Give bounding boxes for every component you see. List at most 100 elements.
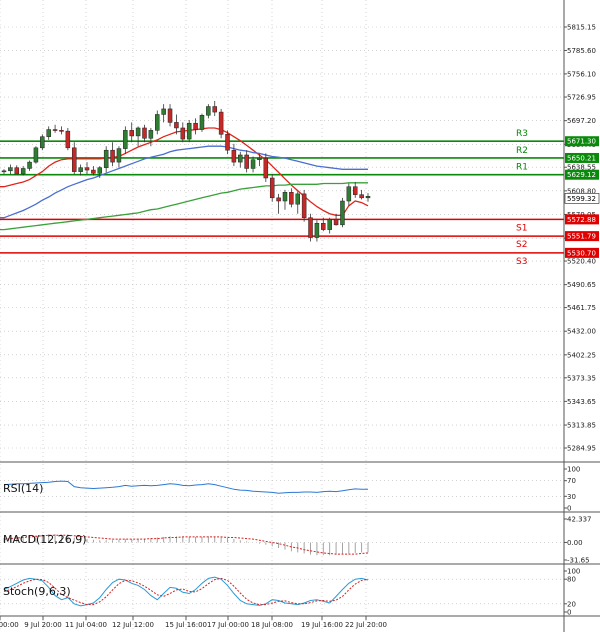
price-tick-label: 5343.65 <box>567 398 596 406</box>
candle-body <box>71 147 77 172</box>
candle <box>238 151 243 168</box>
candle <box>110 142 115 167</box>
candle-body <box>135 127 141 137</box>
time-tick-label: 11 Jul 04:00 <box>65 621 107 629</box>
macd-panel: 42.337 0.00 -31.65 MACD(12,26,9) <box>0 516 600 565</box>
rsi-tick-label: 100 <box>567 466 580 474</box>
candle-body <box>257 157 262 160</box>
candle-body <box>199 115 205 130</box>
candle <box>40 134 45 151</box>
candle <box>91 166 96 176</box>
candle-body <box>359 194 364 199</box>
current-price-label: 5599.32 <box>567 195 596 203</box>
candle <box>199 113 205 132</box>
candle-body <box>314 222 320 238</box>
candle <box>257 154 262 167</box>
candle <box>123 126 128 155</box>
candle-body <box>174 122 179 129</box>
rsi-tick-label: 30 <box>567 493 576 501</box>
level-name-r2: R2 <box>516 146 528 156</box>
candle-body <box>250 159 256 169</box>
candle <box>27 160 32 171</box>
candle <box>142 124 147 143</box>
candle <box>65 127 71 151</box>
price-tick-label: 5520.40 <box>567 258 596 266</box>
candle-body <box>340 200 345 226</box>
candle <box>346 183 352 206</box>
candle <box>186 120 192 143</box>
candle <box>14 165 20 175</box>
candle-body <box>282 192 288 202</box>
candle <box>231 143 237 167</box>
candle-body <box>186 122 192 140</box>
level-price-box-r2 <box>565 152 599 163</box>
candle-body <box>84 167 90 171</box>
candles <box>1 100 371 242</box>
candle-body <box>123 130 128 149</box>
price-tick-label: 5461.75 <box>567 304 596 312</box>
candle <box>289 188 294 208</box>
candle <box>359 189 364 200</box>
candle <box>340 197 345 228</box>
price-tick-label: 5373.35 <box>567 374 596 382</box>
stoch-tick-label: 0 <box>567 609 571 617</box>
candle <box>301 189 307 222</box>
candle <box>78 164 83 176</box>
candle <box>20 166 26 176</box>
candle-body <box>52 129 58 131</box>
candle <box>263 153 269 182</box>
candle-body <box>97 167 103 174</box>
level-price-label-r3: 5671.30 <box>567 138 596 146</box>
candle-body <box>40 136 45 149</box>
stoch-k-line <box>3 576 369 607</box>
candle-body <box>116 148 122 163</box>
candle-body <box>289 192 294 205</box>
candle <box>161 104 166 123</box>
candle-body <box>59 130 64 132</box>
candle-body <box>46 129 51 137</box>
level-name-s1: S1 <box>516 223 527 233</box>
level-name-r3: R3 <box>516 129 528 139</box>
price-tick-label: 5697.20 <box>567 117 596 125</box>
candle-body <box>155 114 160 131</box>
level-price-label-s2: 5551.79 <box>567 233 596 241</box>
level-price-label-r1: 5629.12 <box>567 171 596 179</box>
candle-body <box>129 130 134 137</box>
level-price-box-s1 <box>565 214 599 225</box>
macd-title: MACD(12,26,9) <box>3 533 87 546</box>
candle <box>52 124 58 133</box>
candle-body <box>8 167 13 172</box>
candle-body <box>110 149 115 163</box>
stoch-tick-label: 20 <box>567 600 576 608</box>
candle-body <box>206 106 211 116</box>
rsi-tick-label: 0 <box>567 505 571 513</box>
rsi-tick-label: 70 <box>567 477 576 485</box>
candle-body <box>263 157 269 179</box>
candle-body <box>276 197 281 202</box>
candle-body <box>231 149 237 163</box>
price-tick-label: 5313.85 <box>567 422 596 430</box>
price-tick-label: 5432.00 <box>567 328 596 336</box>
candle-body <box>333 219 339 226</box>
candle-body <box>20 168 26 175</box>
candle <box>269 174 275 202</box>
time-tick-label: 18 Jul 08:00 <box>251 621 293 629</box>
candle-body <box>218 111 224 135</box>
candle-body <box>161 108 166 115</box>
level-price-box-s2 <box>565 231 599 242</box>
candle-body <box>91 169 96 174</box>
candle-body <box>238 154 243 163</box>
candle-body <box>65 130 71 149</box>
price-tick-label: 5402.25 <box>567 351 596 359</box>
candle <box>365 193 371 202</box>
candle <box>314 220 320 242</box>
candle <box>71 142 77 175</box>
candle-body <box>269 177 275 199</box>
candle-body <box>180 127 186 140</box>
candle <box>276 193 281 214</box>
candle-body <box>212 106 217 113</box>
candle-body <box>1 170 7 173</box>
candle-body <box>27 161 32 169</box>
candle <box>167 104 173 127</box>
